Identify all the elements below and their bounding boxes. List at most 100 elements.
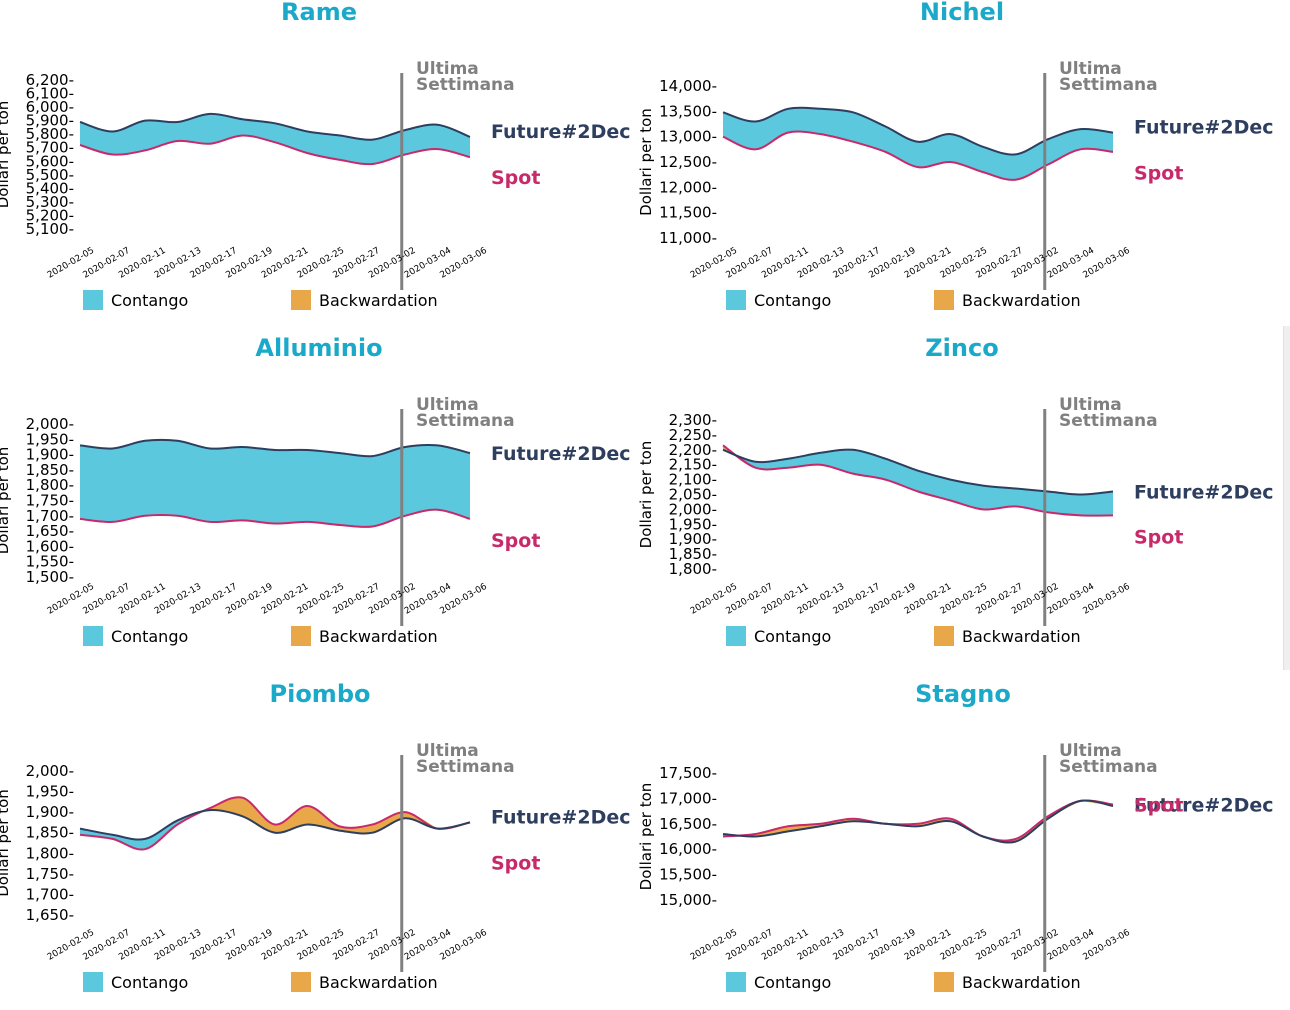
spot-end-label: Spot	[1134, 163, 1183, 185]
legend-contango-label: Contango	[111, 291, 188, 310]
chart-title: Nichel	[920, 0, 1004, 26]
future-line	[722, 799, 1114, 844]
y-axis-label: Dollari per ton	[0, 101, 12, 209]
y-tick-label: 17,000-	[659, 789, 717, 807]
legend-backwardation-swatch	[291, 626, 311, 646]
y-axis: 1,500-1,550-1,600-1,650-1,700-1,750-1,80…	[26, 415, 74, 586]
future-end-label: Future#2Dec	[491, 443, 631, 465]
contango-area	[736, 449, 1113, 516]
y-tick-label: 1,650-	[26, 522, 74, 540]
y-axis: 15,000- 15,500- 16,000- 16,500- 17,000- 17,50…	[659, 764, 717, 909]
y-tick-label: 2,000-	[26, 415, 74, 433]
y-tick-label: 14,000-	[659, 77, 717, 95]
y-axis-label: Dollari per ton	[0, 789, 12, 897]
last-week-label-2: Settimana	[1059, 757, 1158, 777]
y-tick-label: 1,900-	[26, 803, 74, 821]
future-end-label: Future#2Dec	[491, 121, 631, 143]
x-axis: 2020-02-052020-02-072020-02-112020-02-13…	[46, 928, 489, 963]
y-tick-label: 5,500-	[26, 166, 74, 184]
chart-title: Piombo	[270, 680, 371, 708]
legend-contango-swatch	[83, 290, 103, 310]
future-line	[79, 438, 471, 458]
y-axis: 1,800-1,850-1,900-1,950-2,000-2,050-2,10…	[669, 411, 717, 578]
x-axis: 2020-02-052020-02-072020-02-112020-02-13…	[689, 582, 1132, 617]
legend-backwardation-label: Backwardation	[962, 973, 1081, 992]
last-week-label-1: Ultima	[416, 741, 479, 761]
y-tick-label: 1,500-	[26, 568, 74, 586]
y-tick-label: 17,500-	[659, 764, 717, 782]
spot-line	[722, 799, 1114, 842]
future-end-label: Future#2Dec	[491, 806, 631, 828]
y-tick-label: 1,850-	[669, 545, 717, 563]
last-week-label-2: Settimana	[416, 411, 515, 431]
y-tick-label: 1,950-	[26, 783, 74, 801]
y-tick-label: 6,000-	[26, 98, 74, 116]
legend-contango-label: Contango	[111, 973, 188, 992]
y-tick-label: 1,550-	[26, 553, 74, 571]
y-tick-label: 5,300-	[26, 193, 74, 211]
y-tick-label: 1,900-	[669, 530, 717, 548]
y-tick-label: 6,100-	[26, 85, 74, 103]
future-line	[79, 112, 471, 141]
future-end-label: Future#2Dec	[1134, 794, 1274, 816]
last-week-label-2: Settimana	[1059, 411, 1158, 431]
last-week-label-2: Settimana	[1059, 75, 1158, 95]
y-tick-label: 5,900-	[26, 112, 74, 130]
scrollbar[interactable]	[1283, 326, 1290, 670]
y-tick-label: 16,500-	[659, 815, 717, 833]
y-tick-label: 2,100-	[669, 471, 717, 489]
last-week-label-1: Ultima	[1059, 395, 1122, 415]
x-axis: 2020-02-052020-02-072020-02-112020-02-13…	[689, 928, 1132, 963]
future-line	[722, 448, 1114, 496]
chart-title: Zinco	[925, 334, 998, 362]
future-end-label: Future#2Dec	[1134, 482, 1274, 504]
spot-end-label: Spot	[1134, 794, 1183, 816]
legend-backwardation-swatch	[934, 290, 954, 310]
y-tick-label: 2,200-	[669, 441, 717, 459]
last-week-label-1: Ultima	[416, 59, 479, 79]
y-tick-label: 1,800-	[26, 476, 74, 494]
y-tick-label: 5,400-	[26, 179, 74, 197]
x-axis: 2020-02-052020-02-072020-02-112020-02-13…	[46, 246, 489, 281]
x-axis: 2020-02-052020-02-072020-02-112020-02-13…	[46, 582, 489, 617]
y-tick-label: 1,750-	[26, 492, 74, 510]
y-tick-label: 1,850-	[26, 461, 74, 479]
last-week-label-1: Ultima	[1059, 741, 1122, 761]
y-tick-label: 5,600-	[26, 152, 74, 170]
contango-area	[723, 107, 1113, 180]
y-tick-label: 1,700-	[26, 885, 74, 903]
backwardation-area	[739, 818, 886, 837]
y-tick-label: 1,750-	[26, 865, 74, 883]
y-tick-label: 16,000-	[659, 840, 717, 858]
y-axis: 1,650- 1,700- 1,750- 1,800- 1,850- 1,900- 1,95…	[26, 762, 74, 924]
spot-end-label: Spot	[491, 167, 540, 189]
last-week-label-1: Ultima	[416, 395, 479, 415]
legend-contango-label: Contango	[111, 627, 188, 646]
future-line	[79, 809, 471, 841]
legend-contango-label: Contango	[754, 291, 831, 310]
spot-line	[79, 508, 471, 528]
legend-backwardation-swatch	[934, 626, 954, 646]
y-tick-label: 5,200-	[26, 206, 74, 224]
y-axis: 11,000- 11,500- 12,000- 12,500- 13,000- 13,50…	[659, 77, 717, 247]
contango-area	[80, 113, 470, 165]
x-axis: 2020-02-052020-02-072020-02-112020-02-13…	[689, 246, 1132, 281]
legend-contango-swatch	[83, 626, 103, 646]
y-tick-label: 6,200-	[26, 71, 74, 89]
legend-contango-swatch	[726, 290, 746, 310]
y-tick-label: 5,800-	[26, 125, 74, 143]
y-tick-label: 11,500-	[659, 204, 717, 222]
y-axis: 5,100-5,200-5,300-5,400-5,500-5,600-5,70…	[26, 71, 74, 238]
y-tick-label: 1,850-	[26, 824, 74, 842]
y-tick-label: 2,300-	[669, 411, 717, 429]
y-tick-label: 1,950-	[26, 430, 74, 448]
chart-panel-zinco: Zinco 1,800-1,850-1,900-1,950-2,000-2,050…	[637, 334, 1274, 646]
legend-backwardation-swatch	[291, 290, 311, 310]
y-tick-label: 15,500-	[659, 866, 717, 884]
last-week-label-1: Ultima	[1059, 59, 1122, 79]
chart-panel-piombo: Piombo 1,650- 1,700- 1,750- 1,800- 1,850- 1,90…	[0, 680, 631, 992]
y-tick-label: 1,900-	[26, 446, 74, 464]
y-tick-label: 5,100-	[26, 220, 74, 238]
legend-contango-swatch	[83, 972, 103, 992]
chart-panel-nichel: Nichel 11,000- 11,500- 12,000- 12,500- 13,000…	[637, 0, 1274, 310]
